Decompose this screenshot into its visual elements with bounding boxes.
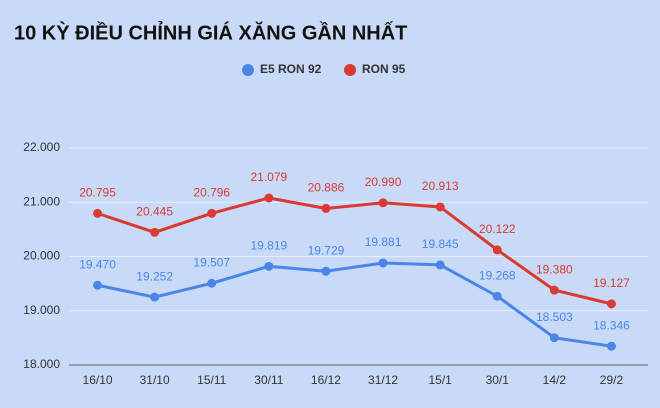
point <box>321 203 331 213</box>
point <box>492 291 502 301</box>
point <box>435 202 445 212</box>
point <box>435 260 445 270</box>
data-label: 19.252 <box>136 269 173 283</box>
data-label: 19.470 <box>79 257 116 271</box>
x-tick-label: 14/2 <box>543 373 567 387</box>
legend-marker <box>344 64 356 76</box>
x-tick-label: 15/11 <box>197 373 226 387</box>
data-label: 18.503 <box>536 310 573 324</box>
data-label: 18.346 <box>593 318 630 332</box>
y-tick-label: 20.000 <box>23 249 60 263</box>
data-label: 20.795 <box>79 186 116 200</box>
legend-label: RON 95 <box>362 62 406 76</box>
data-label: 19.729 <box>308 243 345 257</box>
data-label: 20.990 <box>365 175 402 189</box>
point <box>492 245 502 255</box>
point <box>321 266 331 276</box>
point <box>93 208 103 218</box>
point <box>264 261 274 271</box>
data-label: 19.881 <box>365 235 402 249</box>
legend-label: E5 RON 92 <box>260 62 322 76</box>
data-label: 21.079 <box>250 170 287 184</box>
point <box>549 333 559 343</box>
data-label: 19.819 <box>250 238 287 252</box>
series-line <box>97 261 612 348</box>
x-tick-label: 15/1 <box>428 373 452 387</box>
chart-title: 10 KỲ ĐIỀU CHỈNH GIÁ XĂNG GẦN NHẤT <box>14 20 407 44</box>
point <box>606 299 616 309</box>
y-tick-label: 19.000 <box>23 303 60 317</box>
y-tick-label: 18.000 <box>23 357 60 371</box>
data-label: 20.886 <box>308 181 345 195</box>
x-tick-label: 30/1 <box>486 373 510 387</box>
x-tick-label: 29/2 <box>600 373 624 387</box>
data-label: 20.796 <box>193 185 230 199</box>
data-label: 20.913 <box>422 179 459 193</box>
point <box>150 227 160 237</box>
data-label: 19.127 <box>593 276 630 290</box>
x-tick-label: 16/12 <box>311 373 341 387</box>
y-tick-label: 21.000 <box>23 194 60 208</box>
data-label: 19.268 <box>479 268 516 282</box>
point <box>207 278 217 288</box>
point <box>93 280 103 290</box>
point <box>606 341 616 351</box>
x-tick-label: 31/12 <box>368 373 398 387</box>
point <box>207 208 217 218</box>
point <box>378 258 388 268</box>
point <box>378 198 388 208</box>
data-label: 20.122 <box>479 222 516 236</box>
data-label: 19.507 <box>193 255 230 269</box>
point <box>150 292 160 302</box>
data-label: 19.845 <box>422 237 459 251</box>
point <box>264 193 274 203</box>
y-tick-label: 22.000 <box>23 140 60 154</box>
series-line <box>97 196 612 306</box>
point <box>549 285 559 295</box>
data-label: 20.445 <box>136 205 173 219</box>
x-tick-label: 30/11 <box>254 373 283 387</box>
legend-marker <box>242 64 254 76</box>
data-label: 19.380 <box>536 262 573 276</box>
x-tick-label: 31/10 <box>140 373 170 387</box>
x-tick-label: 16/10 <box>83 373 113 387</box>
